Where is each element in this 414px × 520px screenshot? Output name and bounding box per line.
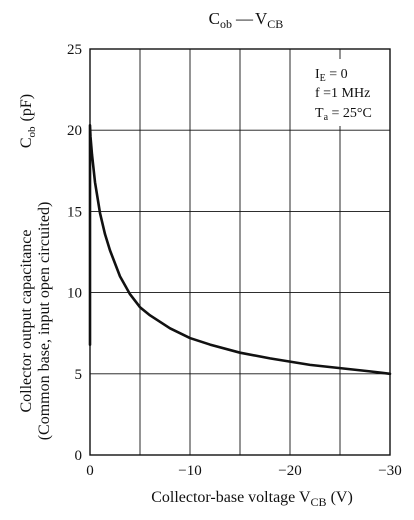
- y-tick-label: 25: [67, 42, 82, 58]
- x-tick-label: −30: [378, 463, 401, 479]
- y-tick-label: 0: [75, 448, 83, 464]
- plot-frame: [89, 48, 391, 456]
- x-axis-title: Collector-base voltage VCB (V): [151, 489, 353, 509]
- y-tick-label: 20: [67, 123, 82, 139]
- chart-title: Cob — VCB: [209, 9, 284, 31]
- condition-freq: f =1 MHz: [315, 86, 370, 101]
- y-axis-label-line2: (Common base, input open circuited): [36, 202, 53, 441]
- condition-ie: IE = 0: [315, 67, 348, 84]
- x-tick-label: 0: [86, 463, 94, 479]
- tick-layer: 0 5 10 15 20 25 0 −10 −20 −30: [67, 42, 402, 479]
- conditions-legend: IE = 0 f =1 MHz Ta = 25°C: [302, 59, 386, 126]
- y-tick-label: 5: [75, 367, 83, 383]
- x-tick-label: −20: [278, 463, 301, 479]
- y-axis-title: Collector output capacitance (Common bas…: [18, 94, 53, 440]
- y-tick-label: 15: [67, 204, 82, 220]
- condition-ta: Ta = 25°C: [315, 106, 372, 123]
- x-tick-label: −10: [178, 463, 201, 479]
- y-axis-symbol: Cob(pF): [18, 94, 38, 148]
- conditions-box: [302, 59, 386, 126]
- y-tick-label: 10: [67, 286, 82, 302]
- y-axis-label-line1: Collector output capacitance: [18, 229, 35, 412]
- cob-curve: [88, 124, 392, 376]
